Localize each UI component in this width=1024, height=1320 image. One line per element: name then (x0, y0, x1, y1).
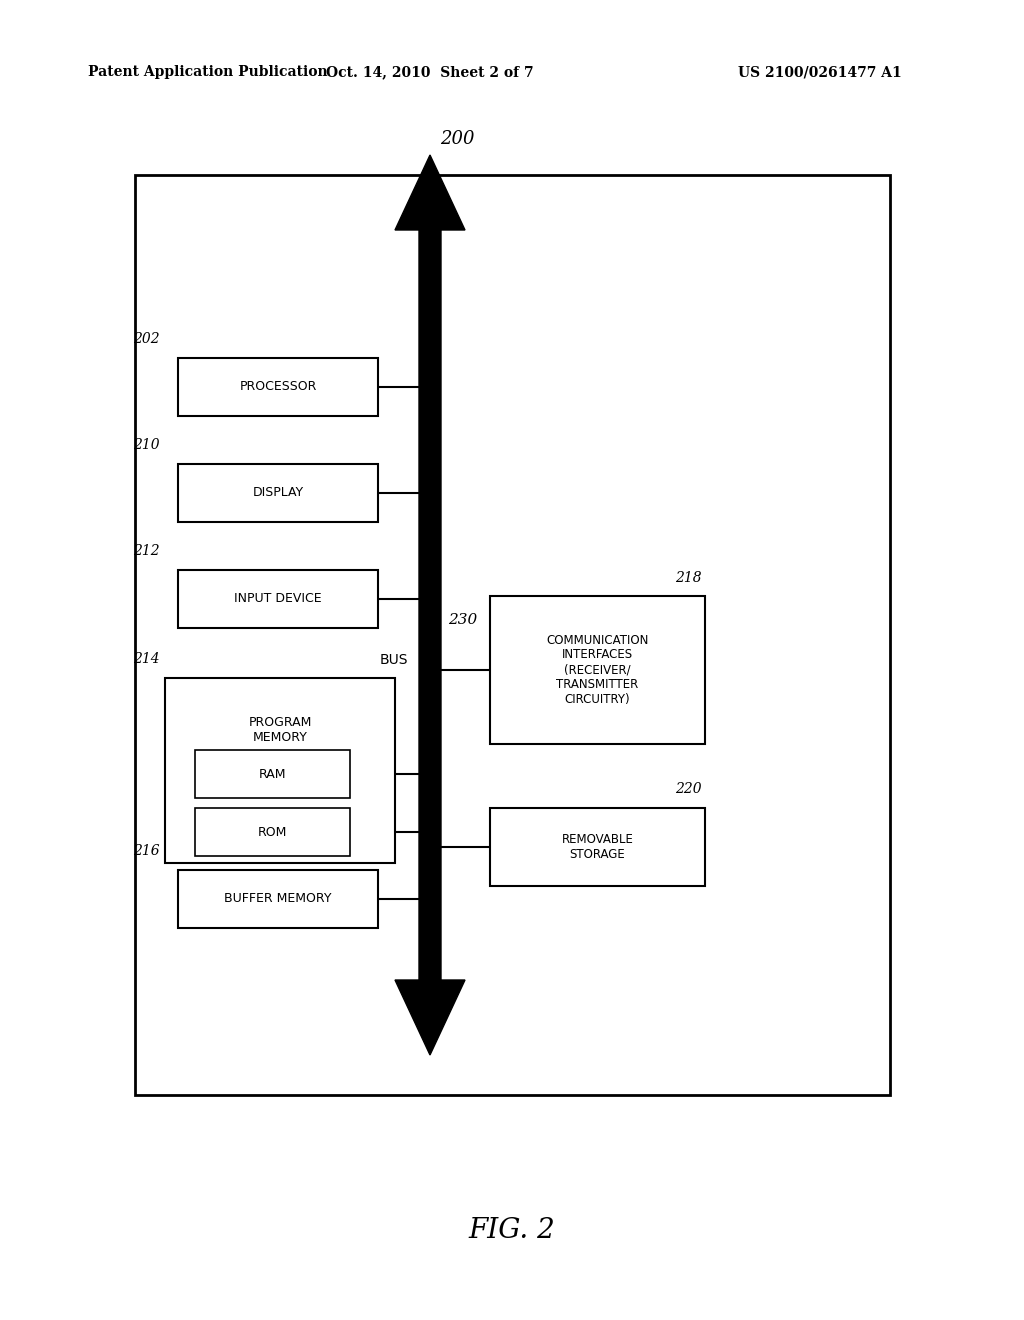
Text: DISPLAY: DISPLAY (253, 487, 303, 499)
Bar (178, 570, 378, 628)
Polygon shape (395, 154, 465, 1055)
Text: Patent Application Publication: Patent Application Publication (88, 65, 328, 79)
Text: 214: 214 (133, 652, 160, 667)
Bar (195, 750, 350, 799)
Bar (178, 465, 378, 521)
Text: INPUT DEVICE: INPUT DEVICE (234, 593, 322, 606)
Text: Oct. 14, 2010  Sheet 2 of 7: Oct. 14, 2010 Sheet 2 of 7 (327, 65, 534, 79)
Text: 212: 212 (133, 544, 160, 558)
Text: REMOVABLE
STORAGE: REMOVABLE STORAGE (561, 833, 634, 861)
Text: ROM: ROM (258, 825, 287, 838)
Text: 216: 216 (133, 843, 160, 858)
Text: BUS: BUS (380, 653, 408, 667)
Bar (178, 358, 378, 416)
Bar (178, 870, 378, 928)
Text: US 2100/0261477 A1: US 2100/0261477 A1 (738, 65, 902, 79)
Bar (165, 678, 395, 863)
Text: PROGRAM
MEMORY: PROGRAM MEMORY (248, 715, 311, 744)
Text: RAM: RAM (259, 767, 287, 780)
Text: 210: 210 (133, 438, 160, 451)
Text: BUFFER MEMORY: BUFFER MEMORY (224, 892, 332, 906)
Text: 220: 220 (675, 781, 701, 796)
Bar (490, 808, 705, 886)
Text: 200: 200 (440, 129, 474, 148)
Text: 202: 202 (133, 333, 160, 346)
Text: FIG. 2: FIG. 2 (469, 1217, 555, 1243)
Bar (195, 808, 350, 855)
Text: COMMUNICATION
INTERFACES
(RECEIVER/
TRANSMITTER
CIRCUITRY): COMMUNICATION INTERFACES (RECEIVER/ TRAN… (547, 634, 648, 706)
Bar (490, 597, 705, 744)
Text: PROCESSOR: PROCESSOR (240, 380, 316, 393)
Bar (135, 176, 890, 1096)
Text: 218: 218 (675, 572, 701, 585)
Text: 230: 230 (449, 612, 477, 627)
